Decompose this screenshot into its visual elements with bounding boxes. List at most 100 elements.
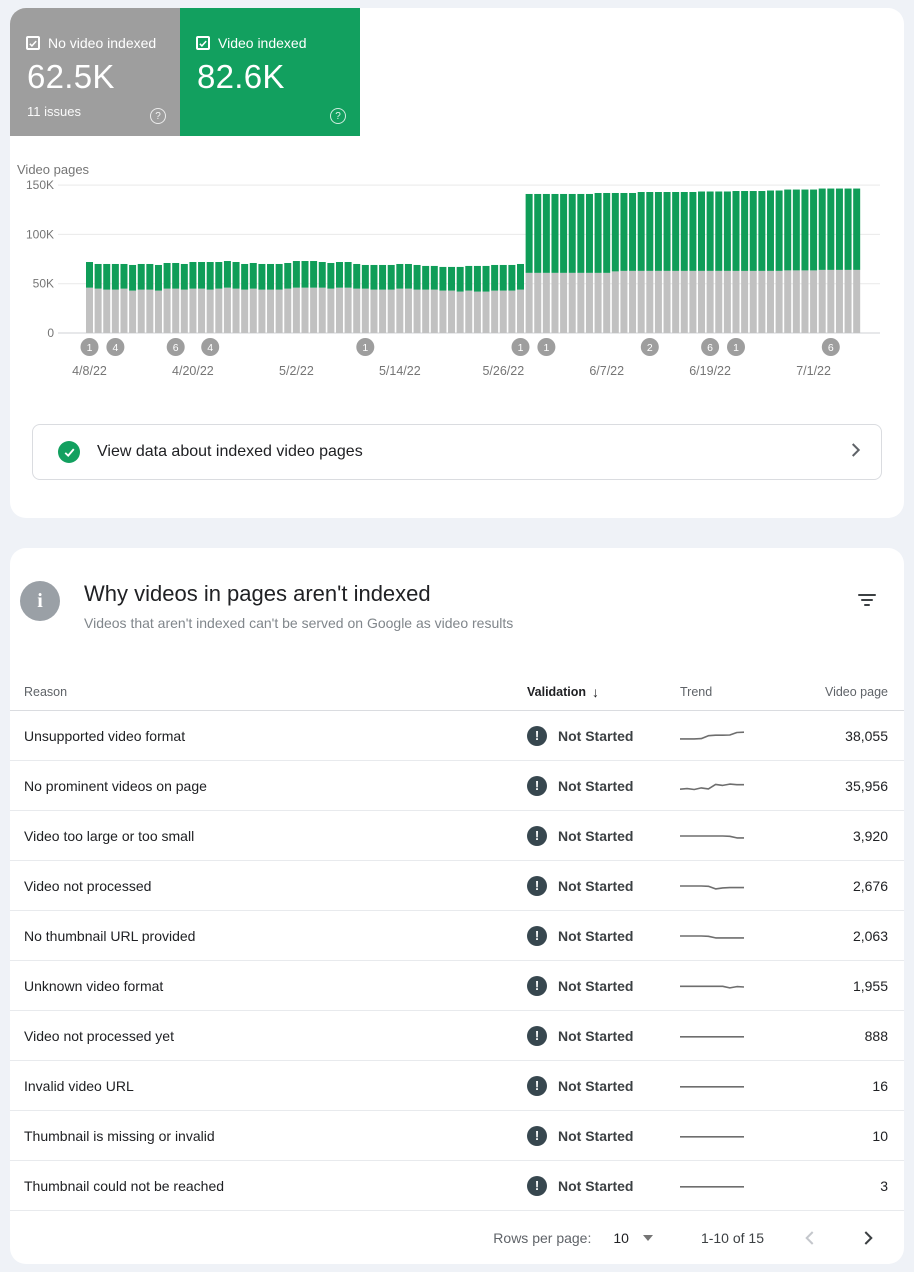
filter-icon[interactable]: [858, 594, 876, 608]
trend-cell: [680, 726, 820, 746]
svg-text:6: 6: [828, 342, 834, 354]
prev-page-icon[interactable]: [798, 1226, 822, 1250]
svg-text:1: 1: [362, 342, 368, 354]
trend-cell: [680, 1176, 820, 1196]
svg-text:4: 4: [207, 342, 213, 354]
svg-text:7/1/22: 7/1/22: [796, 364, 831, 378]
table-row[interactable]: Video too large or too small Not Started…: [10, 811, 904, 861]
issues-panel-title: Why videos in pages aren't indexed: [84, 581, 431, 606]
error-icon: [527, 775, 547, 796]
error-icon: [527, 725, 547, 746]
dropdown-arrow-icon[interactable]: [642, 1234, 653, 1241]
svg-text:6: 6: [707, 342, 713, 354]
table-row[interactable]: Unsupported video format Not Started 38,…: [10, 711, 904, 761]
help-icon[interactable]: [330, 108, 346, 124]
table-row[interactable]: Thumbnail is missing or invalid Not Star…: [10, 1111, 904, 1161]
help-icon[interactable]: [150, 108, 166, 124]
validation-cell: Not Started: [527, 1175, 680, 1196]
svg-text:6/19/22: 6/19/22: [689, 364, 731, 378]
video-pages-chart: Video pages 0 50K 100K 150K 4/8/22 4/20/22 5/2…: [10, 160, 904, 400]
checkbox-icon[interactable]: [196, 36, 210, 50]
svg-text:1: 1: [87, 342, 93, 354]
validation-status: Not Started: [558, 1077, 634, 1094]
issues-table-header: Reason Validation Trend Video page: [10, 673, 904, 711]
reason-cell: Thumbnail could not be reached: [24, 1177, 225, 1194]
error-icon: [527, 975, 547, 996]
checkbox-icon[interactable]: [26, 36, 40, 50]
checkmark-icon: [29, 40, 37, 47]
reason-cell: No thumbnail URL provided: [24, 927, 196, 944]
view-indexed-data-row[interactable]: View data about indexed video pages: [32, 424, 882, 480]
validation-status: Not Started: [558, 1127, 634, 1144]
validation-cell: Not Started: [527, 725, 680, 746]
table-row[interactable]: Video not processed Not Started 2,676: [10, 861, 904, 911]
video-page-count: 10: [872, 1127, 888, 1144]
trend-sparkline: [680, 1085, 744, 1088]
stat-issues-count: 11 issues: [27, 104, 81, 119]
issues-table-body: Unsupported video format Not Started 38,…: [10, 711, 904, 1211]
svg-text:5/2/22: 5/2/22: [279, 364, 314, 378]
video-page-count: 2,676: [852, 877, 888, 894]
video-page-count: 3: [880, 1177, 888, 1194]
validation-cell: Not Started: [527, 775, 680, 796]
stat-card-no-video-indexed[interactable]: No video indexed 62.5K 11 issues: [10, 8, 180, 136]
error-icon: [527, 1175, 547, 1196]
trend-sparkline: [680, 985, 744, 989]
table-row[interactable]: Video not processed yet Not Started 888: [10, 1011, 904, 1061]
validation-status: Not Started: [558, 1177, 634, 1194]
validation-cell: Not Started: [527, 975, 680, 996]
next-page-icon[interactable]: [856, 1226, 880, 1250]
error-icon: [527, 875, 547, 896]
video-page-count: 16: [872, 1077, 888, 1094]
svg-text:4/8/22: 4/8/22: [72, 364, 107, 378]
reason-cell: Video too large or too small: [24, 827, 195, 844]
svg-text:150K: 150K: [26, 178, 54, 192]
table-row[interactable]: Unknown video format Not Started 1,955: [10, 961, 904, 1011]
trend-sparkline: [680, 1185, 744, 1188]
trend-sparkline: [680, 934, 744, 939]
svg-text:1: 1: [733, 342, 739, 354]
svg-text:2: 2: [647, 342, 653, 354]
column-header-validation[interactable]: Validation: [527, 684, 680, 700]
reason-cell: Video not processed: [24, 877, 152, 894]
trend-cell: [680, 1026, 820, 1046]
reason-cell: Unsupported video format: [24, 727, 186, 744]
chart-axis-title: Video pages: [17, 162, 90, 177]
rows-per-page-value[interactable]: 10: [613, 1229, 629, 1246]
chevron-right-icon[interactable]: [843, 438, 867, 467]
table-row[interactable]: Invalid video URL Not Started 16: [10, 1061, 904, 1111]
trend-cell: [680, 876, 820, 896]
validation-cell: Not Started: [527, 1025, 680, 1046]
validation-cell: Not Started: [527, 1075, 680, 1096]
stat-label: Video indexed: [218, 35, 307, 51]
stat-label: No video indexed: [48, 35, 157, 51]
validation-status: Not Started: [558, 927, 634, 944]
svg-text:5/14/22: 5/14/22: [379, 364, 421, 378]
trend-sparkline: [680, 834, 744, 839]
video-page-count: 38,055: [845, 727, 888, 744]
table-row[interactable]: No thumbnail URL provided Not Started 2,…: [10, 911, 904, 961]
validation-cell: Not Started: [527, 875, 680, 896]
svg-text:6: 6: [173, 342, 179, 354]
trend-cell: [680, 776, 820, 796]
trend-sparkline: [680, 730, 744, 740]
validation-status: Not Started: [558, 777, 634, 794]
table-row[interactable]: No prominent videos on page Not Started …: [10, 761, 904, 811]
table-row[interactable]: Thumbnail could not be reached Not Start…: [10, 1161, 904, 1211]
validation-status: Not Started: [558, 727, 634, 744]
validation-cell: Not Started: [527, 825, 680, 846]
reason-cell: No prominent videos on page: [24, 777, 207, 794]
column-header-trend: Trend: [680, 684, 713, 699]
trend-cell: [680, 976, 820, 996]
stat-value: 82.6K: [197, 58, 285, 95]
video-page-count: 3,920: [852, 827, 888, 844]
view-data-label: View data about indexed video pages: [97, 443, 363, 460]
column-header-reason: Reason: [24, 684, 68, 699]
stat-card-video-indexed[interactable]: Video indexed 82.6K: [180, 8, 360, 136]
stat-value: 62.5K: [27, 58, 115, 95]
svg-text:0: 0: [47, 326, 54, 340]
svg-text:4/20/22: 4/20/22: [172, 364, 214, 378]
svg-text:6/7/22: 6/7/22: [589, 364, 624, 378]
trend-cell: [680, 1126, 820, 1146]
svg-text:50K: 50K: [33, 277, 54, 291]
